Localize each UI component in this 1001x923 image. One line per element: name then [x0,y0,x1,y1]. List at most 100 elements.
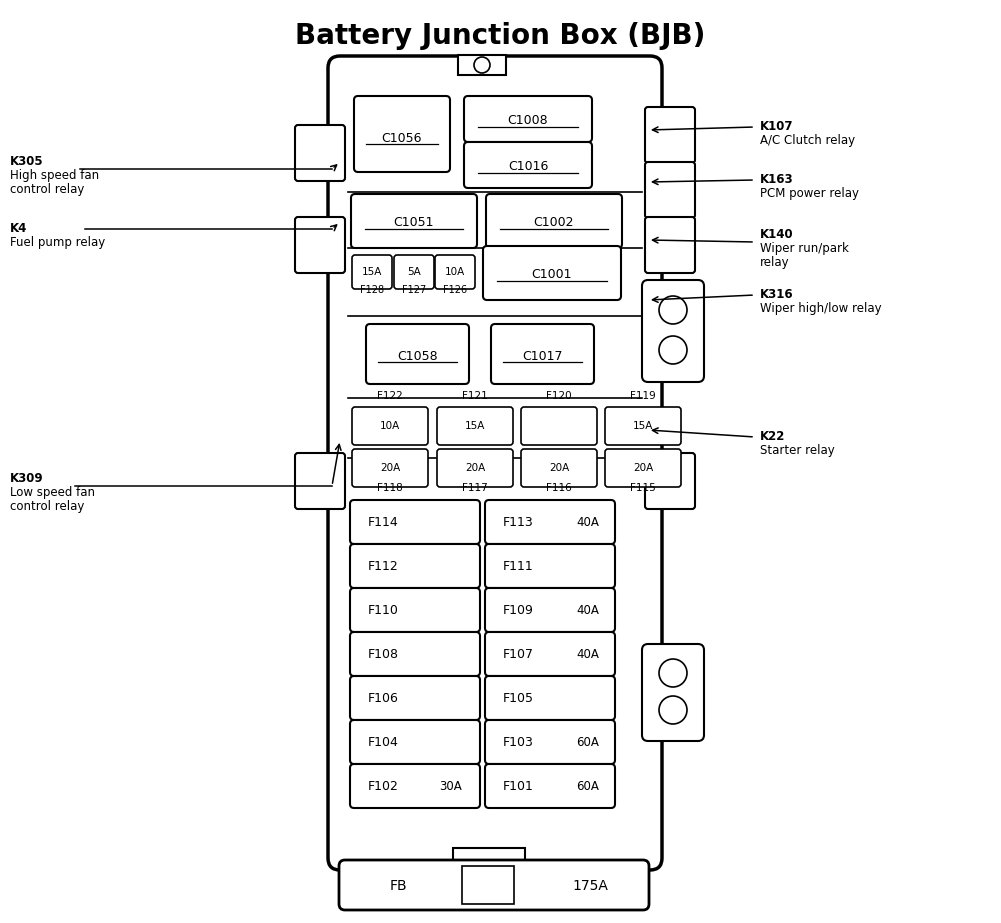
FancyBboxPatch shape [642,644,704,741]
FancyBboxPatch shape [352,449,428,487]
Text: F113: F113 [503,516,534,529]
Text: F117: F117 [462,483,487,493]
Text: Battery Junction Box (BJB): Battery Junction Box (BJB) [295,22,706,50]
Text: F112: F112 [368,559,398,572]
FancyBboxPatch shape [350,676,480,720]
FancyBboxPatch shape [350,500,480,544]
FancyBboxPatch shape [483,246,621,300]
Text: Wiper high/low relay: Wiper high/low relay [760,302,882,315]
Text: K316: K316 [760,288,794,301]
Text: F108: F108 [368,648,399,661]
FancyBboxPatch shape [485,676,615,720]
FancyBboxPatch shape [437,449,513,487]
Text: FB: FB [389,879,406,893]
FancyBboxPatch shape [350,544,480,588]
Text: F107: F107 [503,648,534,661]
FancyBboxPatch shape [351,194,477,248]
Text: C1002: C1002 [534,217,575,230]
FancyBboxPatch shape [521,407,597,445]
Text: F104: F104 [368,736,398,749]
FancyBboxPatch shape [394,255,434,289]
FancyBboxPatch shape [485,500,615,544]
Text: 15A: 15A [464,421,485,431]
Text: K4: K4 [10,222,27,235]
FancyBboxPatch shape [605,449,681,487]
Text: F118: F118 [377,483,402,493]
Circle shape [659,659,687,687]
FancyBboxPatch shape [437,407,513,445]
FancyBboxPatch shape [485,764,615,808]
Text: F101: F101 [503,780,534,793]
FancyBboxPatch shape [521,449,597,487]
Text: K163: K163 [760,173,794,186]
FancyBboxPatch shape [605,407,681,445]
Text: 20A: 20A [379,463,400,473]
FancyBboxPatch shape [295,453,345,509]
FancyBboxPatch shape [485,588,615,632]
Text: 40A: 40A [577,516,599,529]
Text: F103: F103 [503,736,534,749]
FancyBboxPatch shape [464,96,592,142]
Text: control relay: control relay [10,183,84,196]
Text: Fuel pump relay: Fuel pump relay [10,236,105,249]
Text: 15A: 15A [633,421,654,431]
Text: C1058: C1058 [397,350,437,363]
Text: High speed fan: High speed fan [10,169,99,182]
FancyBboxPatch shape [645,107,695,163]
FancyBboxPatch shape [295,217,345,273]
FancyBboxPatch shape [350,764,480,808]
FancyBboxPatch shape [485,720,615,764]
FancyBboxPatch shape [645,453,695,509]
FancyBboxPatch shape [350,588,480,632]
Text: 60A: 60A [577,780,599,793]
Circle shape [659,336,687,364]
Text: C1051: C1051 [393,217,434,230]
Text: 40A: 40A [577,604,599,617]
FancyBboxPatch shape [486,194,622,248]
Circle shape [659,296,687,324]
Text: F116: F116 [547,483,572,493]
Text: C1056: C1056 [381,131,422,145]
Text: K107: K107 [760,120,794,133]
Text: F128: F128 [360,285,384,295]
Circle shape [474,57,490,73]
FancyBboxPatch shape [435,255,475,289]
Text: C1001: C1001 [532,269,573,282]
FancyBboxPatch shape [491,324,594,384]
FancyBboxPatch shape [464,142,592,188]
Text: 40A: 40A [577,648,599,661]
Text: K140: K140 [760,228,794,241]
Text: F110: F110 [368,604,398,617]
FancyBboxPatch shape [339,860,649,910]
Text: 20A: 20A [549,463,570,473]
Text: K305: K305 [10,155,44,168]
Text: F102: F102 [368,780,398,793]
Text: F114: F114 [368,516,398,529]
Text: 175A: 175A [572,879,608,893]
FancyBboxPatch shape [354,96,450,172]
FancyBboxPatch shape [350,720,480,764]
Text: F109: F109 [503,604,534,617]
Circle shape [659,696,687,724]
Text: 10A: 10A [379,421,400,431]
Text: C1017: C1017 [523,350,563,363]
Text: Low speed fan: Low speed fan [10,486,95,499]
FancyBboxPatch shape [485,632,615,676]
Text: Wiper run/park: Wiper run/park [760,242,849,255]
Text: 20A: 20A [464,463,485,473]
Bar [462,866,514,904]
FancyBboxPatch shape [645,217,695,273]
Text: F111: F111 [503,559,534,572]
FancyBboxPatch shape [295,125,345,181]
Text: relay: relay [760,256,790,269]
Text: 5A: 5A [407,267,420,277]
Text: C1008: C1008 [508,114,549,127]
Text: F122: F122 [377,391,402,401]
Text: F126: F126 [442,285,467,295]
Bar [458,55,506,75]
Text: 60A: 60A [577,736,599,749]
Text: F106: F106 [368,691,398,704]
FancyBboxPatch shape [352,255,392,289]
Text: F115: F115 [630,483,656,493]
Text: K22: K22 [760,430,786,443]
